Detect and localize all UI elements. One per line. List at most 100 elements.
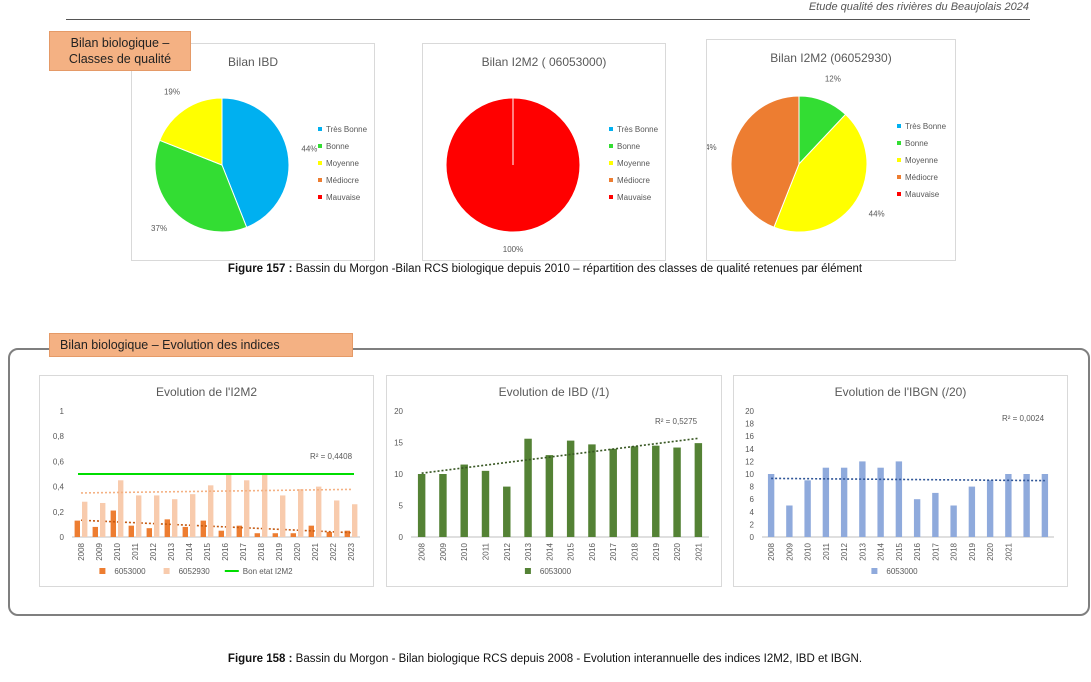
pie-slice [154, 139, 248, 233]
y-tick-label: 2 [750, 520, 755, 529]
bar [190, 494, 196, 537]
x-tick-label: 2015 [203, 542, 212, 560]
x-tick-label: 2008 [418, 542, 427, 560]
legend-label: Moyenne [617, 159, 650, 168]
bar [840, 467, 848, 537]
bar-svg: Evolution de l'I2M2 0 0,2 0,4 0,6 0,8 1 2008 200… [53, 385, 360, 576]
bar [100, 502, 106, 537]
bar [503, 486, 511, 537]
y-tick-label: 0 [399, 533, 404, 542]
bar [804, 480, 811, 537]
legend-swatch [897, 158, 901, 162]
y-tick-label: 10 [745, 470, 754, 479]
x-tick-label: 2020 [986, 542, 995, 560]
pie-svg: Bilan IBD 44% 37% 19% Très Bonne Bonne Moyenne… [151, 55, 368, 233]
legend-swatch [897, 192, 901, 196]
chart-title: Bilan I2M2 ( 06053000) [482, 55, 607, 69]
section-tag-evolution: Bilan biologique – Evolution des indices [49, 333, 353, 357]
bar [254, 533, 260, 537]
x-tick-label: 2019 [652, 542, 661, 560]
y-tick-label: 6 [750, 495, 755, 504]
legend-swatch [609, 178, 613, 182]
legend-swatch [871, 568, 878, 574]
x-tick-label: 2022 [329, 542, 338, 560]
y-tick-label: 4 [750, 508, 755, 517]
x-tick-label: 2013 [858, 542, 867, 560]
y-tick-label: 20 [745, 407, 754, 416]
bar [334, 500, 340, 537]
legend-label: Médiocre [617, 176, 650, 185]
legend-swatch [318, 178, 322, 182]
header-rule [66, 19, 1030, 20]
x-tick-label: 2016 [588, 542, 597, 560]
chart-title: Evolution de l'I2M2 [156, 385, 257, 399]
y-tick-label: 16 [745, 432, 754, 441]
bar-svg: Evolution de IBD (/1) 0 5 10 15 20 2008 2009 201… [394, 385, 709, 576]
bar [280, 495, 286, 537]
bar [588, 444, 596, 537]
bar [218, 530, 224, 537]
y-tick-label: 0,6 [53, 457, 65, 466]
pie-svg: Bilan I2M2 (06052930) 12% 44% 44% Très Bonne… [707, 51, 947, 233]
bar [630, 446, 639, 537]
x-tick-label: 2009 [785, 542, 794, 560]
legend-swatch [609, 144, 613, 148]
x-tick-label: 2014 [877, 542, 886, 560]
x-tick-label: 2019 [275, 542, 284, 560]
r-squared-label: R² = 0,4408 [310, 452, 353, 461]
y-tick-label: 8 [750, 483, 755, 492]
bar [118, 480, 124, 537]
x-tick-label: 2014 [185, 542, 194, 560]
bar [262, 474, 268, 537]
legend-swatch [318, 144, 322, 148]
legend-label: Mauvaise [617, 193, 652, 202]
legend-label: Bonne [326, 142, 350, 151]
legend-label: 6053000 [886, 567, 918, 576]
bar [609, 448, 617, 537]
pie-data-label: 100% [503, 245, 523, 254]
pie-slice [730, 95, 800, 228]
x-tick-label: 2021 [1004, 542, 1013, 560]
x-tick-label: 2020 [293, 542, 302, 560]
bar [208, 485, 214, 537]
y-tick-label: 0,4 [53, 483, 65, 492]
x-tick-label: 2010 [460, 542, 469, 560]
chart-title: Evolution de l'IBGN (/20) [835, 385, 967, 399]
figure-157-caption: Figure 157 : Bassin du Morgon -Bilan RCS… [60, 263, 1030, 275]
trendline [771, 477, 1045, 482]
x-tick-label: 2018 [950, 542, 959, 560]
x-tick-label: 2015 [567, 542, 576, 560]
x-tick-label: 2015 [895, 542, 904, 560]
x-tick-label: 2013 [524, 542, 533, 560]
pie-slice [159, 97, 223, 166]
bar [82, 501, 88, 537]
chart-title: Bilan IBD [228, 55, 278, 69]
x-tick-label: 2012 [149, 542, 158, 560]
y-tick-label: 0 [60, 533, 65, 542]
bar [110, 510, 116, 537]
y-tick-label: 0 [750, 533, 755, 542]
y-tick-label: 10 [394, 470, 403, 479]
bar [1041, 474, 1049, 537]
x-tick-label: 2019 [968, 542, 977, 560]
bar [417, 474, 426, 537]
r-squared-label: R² = 0,5275 [655, 417, 698, 426]
bar [172, 499, 178, 537]
pie-chart-i2m2-06053000: Bilan I2M2 ( 06053000) 100% Très Bonne Bonn… [422, 43, 666, 261]
y-tick-label: 1 [60, 407, 65, 416]
x-tick-label: 2018 [257, 542, 266, 560]
bar [146, 528, 152, 537]
figure-157-prefix: Figure 157 : [227, 263, 293, 275]
y-tick-label: 14 [745, 445, 754, 454]
bar [786, 505, 793, 537]
x-tick-label: 2018 [631, 542, 640, 560]
x-tick-label: 2011 [482, 542, 491, 560]
legend-label: Mauvaise [905, 190, 940, 199]
bar [859, 461, 866, 537]
section-tag-evolution-text: Bilan biologique – Evolution des indices [60, 338, 280, 352]
trendline [80, 488, 352, 494]
bar [316, 486, 322, 537]
pie-data-label: 44% [301, 144, 317, 153]
legend-label: Moyenne [905, 156, 938, 165]
bar [182, 526, 188, 537]
